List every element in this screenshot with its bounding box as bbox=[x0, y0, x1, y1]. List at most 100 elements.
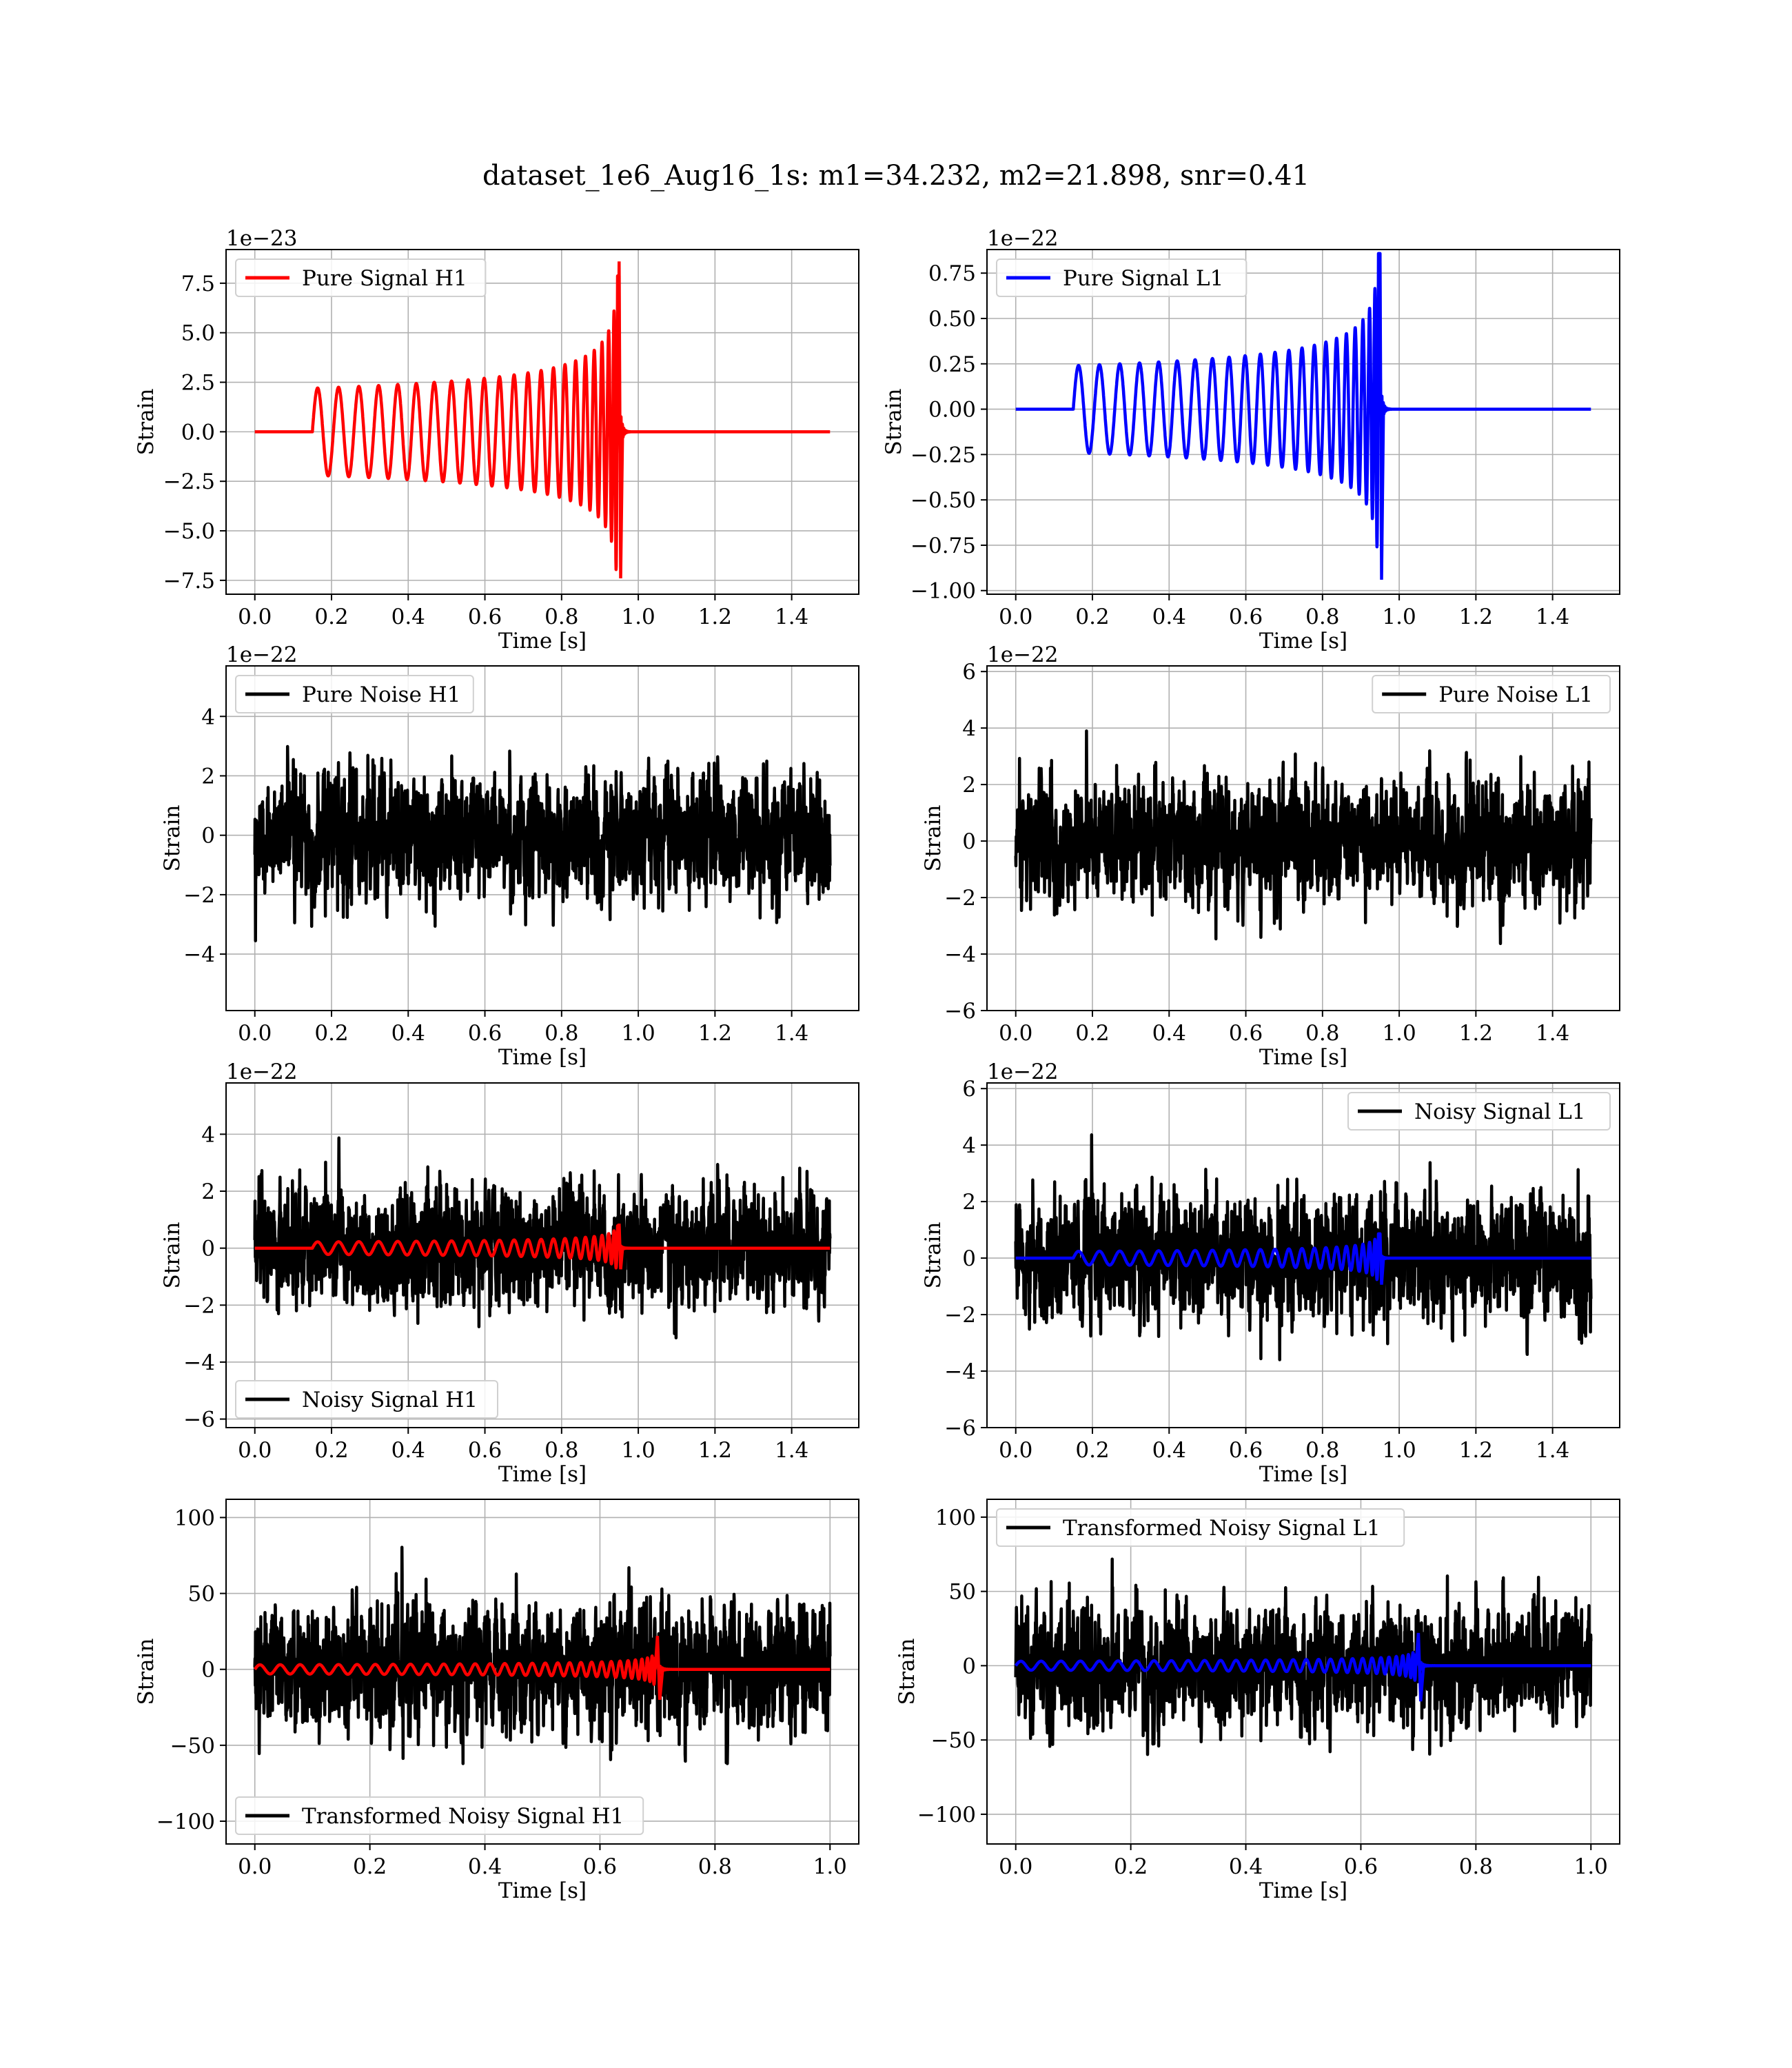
axes-frame bbox=[986, 665, 1620, 1011]
x-tick-label: 0.0 bbox=[238, 1854, 272, 1879]
subplot-noisy-signal-h1: 0.0 0.2 0.4 0.6 0.8 1.0 1.2 1.4 −6 −4 −2 0 2 4 Time [s… bbox=[160, 1060, 859, 1487]
x-tick-label: 0.0 bbox=[999, 1438, 1032, 1463]
x-tick-label: 0.2 bbox=[1075, 605, 1109, 629]
plot-area bbox=[1014, 729, 1593, 946]
y-tick-label: 0 bbox=[962, 1654, 976, 1679]
legend: Transformed Noisy Signal H1 bbox=[235, 1796, 644, 1835]
x-tick-label: 0.0 bbox=[238, 1438, 272, 1463]
subplot-pure-signal-h1: 0.0 0.2 0.4 0.6 0.8 1.0 1.2 1.4 −7.5 −5.0 −2.5 0.0 2… bbox=[134, 226, 859, 653]
y-tick-label: −2 bbox=[183, 883, 215, 908]
y-tick-label: −2 bbox=[944, 886, 976, 911]
plot-area bbox=[253, 1545, 832, 1765]
legend-box bbox=[235, 675, 474, 713]
x-tick-label: 0.0 bbox=[238, 1021, 272, 1046]
y-tick-label: 0 bbox=[962, 1246, 976, 1271]
x-tick-label: 0.6 bbox=[468, 1021, 502, 1046]
x-tick-label: 0.4 bbox=[1229, 1854, 1263, 1879]
subplot-pure-noise-h1: 0.0 0.2 0.4 0.6 0.8 1.0 1.2 1.4 −4 −2 0 2 4 Time [s] S… bbox=[160, 642, 859, 1070]
x-tick-label: 0.8 bbox=[1305, 1021, 1339, 1046]
x-tick-label: 0.4 bbox=[468, 1854, 502, 1879]
y-tick-label: 4 bbox=[962, 716, 976, 741]
merger-spike bbox=[653, 1636, 664, 1700]
series-line-signal bbox=[253, 274, 832, 571]
x-tick-label: 1.4 bbox=[775, 605, 808, 629]
series-line-signal bbox=[253, 1224, 832, 1270]
y-tick-label: 2.5 bbox=[181, 371, 215, 396]
x-tick-label: 1.0 bbox=[621, 605, 655, 629]
legend: Noisy Signal L1 bbox=[1347, 1092, 1611, 1131]
y-tick-label: 7.5 bbox=[181, 272, 215, 296]
x-axis-label: Time [s] bbox=[498, 1045, 587, 1070]
y-axis-label: Strain bbox=[160, 805, 185, 872]
y-tick-label: 2 bbox=[201, 764, 215, 789]
plot-area bbox=[253, 261, 832, 579]
x-tick-label: 1.4 bbox=[1536, 1021, 1569, 1046]
series-line-noise bbox=[253, 1545, 832, 1765]
axis-offset-label: 1e−22 bbox=[987, 226, 1059, 251]
y-axis-label: Strain bbox=[134, 1639, 159, 1705]
x-tick-label: 0.6 bbox=[583, 1854, 617, 1879]
x-tick-label: 0.4 bbox=[1152, 1021, 1186, 1046]
axes-frame bbox=[225, 1499, 859, 1845]
series-line-signal bbox=[1014, 1651, 1593, 1682]
plot-area bbox=[1014, 1557, 1593, 1756]
legend-entry: Transformed Noisy Signal H1 bbox=[302, 1804, 624, 1829]
x-tick-label: 0.2 bbox=[1114, 1854, 1148, 1879]
x-tick-label: 1.0 bbox=[813, 1854, 847, 1879]
y-tick-label: 4 bbox=[201, 1122, 215, 1147]
y-tick-label: 4 bbox=[962, 1133, 976, 1158]
y-tick-label: −50 bbox=[170, 1734, 215, 1758]
subplot-transformed-noisy-signal-h1: 0.0 0.2 0.4 0.6 0.8 1.0 −100 −50 0 50 100 Time [s] S… bbox=[134, 1499, 859, 1903]
y-tick-label: −100 bbox=[156, 1810, 215, 1834]
series-line-noise bbox=[1014, 1133, 1593, 1361]
y-tick-label: −50 bbox=[931, 1728, 976, 1753]
x-tick-label: 0.8 bbox=[544, 1021, 578, 1046]
x-axis-label: Time [s] bbox=[1259, 1462, 1347, 1487]
plot-area bbox=[1014, 1133, 1593, 1361]
subplot-pure-signal-l1: 0.0 0.2 0.4 0.6 0.8 1.0 1.2 1.4 −1.00 −0.75 −0.50 −… bbox=[882, 226, 1620, 653]
x-tick-label: 0.4 bbox=[1152, 605, 1186, 629]
plot-area bbox=[1014, 252, 1593, 580]
x-axis-label: Time [s] bbox=[1259, 1878, 1347, 1903]
merger-spike bbox=[1414, 1632, 1425, 1702]
legend: Pure Noise L1 bbox=[1372, 675, 1611, 713]
x-tick-label: 0.2 bbox=[314, 1021, 348, 1046]
series-line-noise bbox=[1014, 729, 1593, 946]
axes-frame bbox=[986, 1499, 1620, 1845]
legend-box bbox=[1347, 1092, 1611, 1131]
axes-frame bbox=[986, 1082, 1620, 1428]
legend-entry: Pure Noise L1 bbox=[1438, 682, 1593, 707]
x-tick-label: 0.8 bbox=[544, 1438, 578, 1463]
x-tick-label: 0.8 bbox=[544, 605, 578, 629]
y-tick-label: −0.25 bbox=[910, 443, 976, 467]
y-tick-label: −6 bbox=[183, 1408, 215, 1432]
axis-offset-label: 1e−22 bbox=[987, 642, 1059, 667]
merger-spike bbox=[1376, 1235, 1385, 1285]
y-tick-label: 2 bbox=[201, 1179, 215, 1204]
x-tick-label: 1.0 bbox=[1382, 605, 1416, 629]
legend-entry: Pure Noise H1 bbox=[302, 682, 460, 707]
x-tick-label: 0.0 bbox=[999, 605, 1032, 629]
y-tick-label: −0.75 bbox=[910, 534, 976, 558]
legend-entry: Noisy Signal H1 bbox=[302, 1388, 478, 1412]
y-tick-label: −7.5 bbox=[163, 569, 215, 594]
legend: Pure Noise H1 bbox=[235, 675, 474, 713]
x-tick-label: 0.2 bbox=[353, 1854, 387, 1879]
y-tick-label: 6 bbox=[962, 1077, 976, 1102]
x-tick-label: 0.4 bbox=[391, 1438, 425, 1463]
x-tick-label: 1.2 bbox=[1459, 1438, 1493, 1463]
y-tick-label: 100 bbox=[174, 1506, 215, 1530]
y-tick-label: 50 bbox=[949, 1580, 976, 1605]
axis-offset-label: 1e−22 bbox=[226, 1060, 298, 1084]
figure-title: dataset_1e6_Aug16_1s: m1=34.232, m2=21.8… bbox=[482, 160, 1310, 192]
x-tick-label: 0.6 bbox=[1229, 605, 1263, 629]
y-tick-label: 0.00 bbox=[928, 398, 976, 423]
y-tick-label: 0.25 bbox=[928, 352, 976, 377]
series-line-signal bbox=[1014, 1232, 1593, 1281]
legend-entry: Pure Signal H1 bbox=[302, 266, 467, 291]
x-tick-label: 1.2 bbox=[698, 1021, 732, 1046]
legend-box bbox=[235, 1796, 644, 1835]
y-tick-label: 5.0 bbox=[181, 321, 215, 346]
series-line-signal bbox=[253, 1654, 832, 1686]
y-tick-label: −5.0 bbox=[163, 519, 215, 544]
